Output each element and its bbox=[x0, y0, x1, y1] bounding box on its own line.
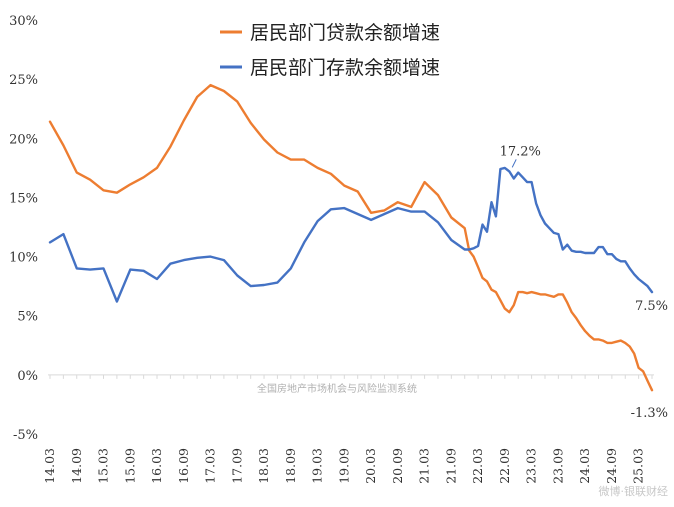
x-tick-label: 20.09 bbox=[390, 448, 405, 484]
y-tick-label: 15% bbox=[9, 191, 38, 206]
annotation-loan-latest: -1.3% bbox=[631, 406, 668, 421]
y-tick-label: 25% bbox=[9, 73, 38, 88]
loan-growth-line bbox=[48, 83, 654, 392]
x-tick-label: 24.03 bbox=[577, 448, 592, 484]
x-tick-label: 19.03 bbox=[310, 448, 325, 484]
x-tick-label: 14.03 bbox=[42, 448, 57, 484]
x-tick-label: 17.03 bbox=[203, 448, 218, 484]
y-tick-label: 10% bbox=[9, 251, 38, 266]
x-tick-label: 24.09 bbox=[604, 448, 619, 484]
y-tick-label: 0% bbox=[17, 369, 38, 384]
x-tick-label: 16.03 bbox=[149, 448, 164, 484]
annotations: 17.2% 7.5% -1.3% bbox=[500, 144, 668, 421]
y-axis: 30% 25% 20% 15% 10% 5% 0% -5% bbox=[9, 14, 38, 443]
x-tick-label: 20.03 bbox=[363, 448, 378, 484]
legend-label-deposit: 居民部门存款余额增速 bbox=[250, 57, 440, 79]
deposit-growth-line bbox=[48, 166, 654, 303]
x-tick-label: 23.09 bbox=[550, 448, 565, 484]
y-tick-label: -5% bbox=[13, 428, 38, 443]
y-tick-label: 30% bbox=[9, 14, 38, 29]
x-tick-label: 19.09 bbox=[336, 448, 351, 484]
x-tick-label: 18.03 bbox=[256, 448, 271, 484]
x-tick-label: 21.09 bbox=[443, 448, 458, 484]
x-tick-label: 16.09 bbox=[176, 448, 191, 484]
annotation-leader bbox=[511, 159, 517, 168]
y-tick-label: 20% bbox=[9, 132, 38, 147]
x-tick-label: 21.03 bbox=[417, 448, 432, 484]
x-axis: 14.03 14.09 15.03 15.09 16.03 16.09 17.03 17.09… bbox=[42, 374, 654, 484]
watermark-text: 微博·银联财经 bbox=[599, 484, 669, 498]
x-tick-label: 15.03 bbox=[96, 448, 111, 484]
x-tick-label: 22.09 bbox=[497, 448, 512, 484]
legend: 居民部门贷款余额增速 居民部门存款余额增速 bbox=[220, 22, 440, 79]
x-tick-label: 22.03 bbox=[470, 448, 485, 484]
annotation-deposit-latest: 7.5% bbox=[635, 299, 668, 314]
series-layer bbox=[48, 83, 654, 392]
x-tick-label: 18.09 bbox=[283, 448, 298, 484]
source-text: 全国房地产市场机会与风险监测系统 bbox=[257, 382, 417, 395]
x-tick-label: 25.03 bbox=[631, 448, 646, 484]
y-tick-label: 5% bbox=[17, 310, 38, 325]
x-tick-label: 15.09 bbox=[122, 448, 137, 484]
x-tick-label: 17.09 bbox=[229, 448, 244, 484]
legend-label-loan: 居民部门贷款余额增速 bbox=[250, 22, 440, 44]
annotation-deposit-peak: 17.2% bbox=[500, 144, 541, 159]
x-tick-label: 14.09 bbox=[69, 448, 84, 484]
x-tick-label: 23.03 bbox=[524, 448, 539, 484]
